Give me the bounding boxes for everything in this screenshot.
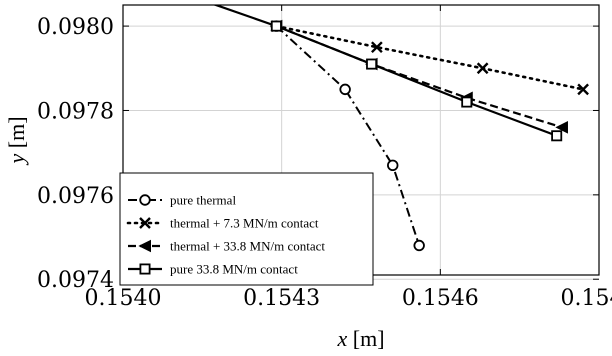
circle-marker bbox=[387, 159, 399, 172]
legend-label: thermal + 7.3 MN/m contact bbox=[170, 216, 319, 231]
legend-label: pure thermal bbox=[170, 193, 236, 208]
square-marker bbox=[461, 96, 473, 108]
cross-marker bbox=[476, 62, 489, 75]
circle-marker bbox=[339, 83, 351, 96]
x-tick-label: 0.1549 bbox=[561, 286, 612, 311]
series-line-2 bbox=[275, 24, 585, 91]
x-axis-label: x [m] bbox=[336, 326, 384, 351]
legend: pure thermal thermal + 7.3 MN/m contact th… bbox=[119, 172, 374, 286]
series-group bbox=[212, 5, 589, 252]
square-marker bbox=[366, 58, 378, 70]
y-axis-label: y [m] bbox=[4, 116, 29, 165]
legend-label: pure 33.8 MN/m contact bbox=[170, 262, 298, 277]
legend-label: thermal + 33.8 MN/m contact bbox=[170, 239, 325, 254]
x-tick-label: 0.1543 bbox=[243, 286, 320, 311]
y-tick-label: 0.0978 bbox=[37, 99, 114, 124]
triangle-marker bbox=[555, 121, 568, 134]
cross-marker bbox=[371, 41, 383, 54]
square-marker bbox=[270, 20, 282, 32]
legend-cross-marker bbox=[139, 217, 151, 229]
circle-marker bbox=[413, 239, 425, 252]
legend-box bbox=[119, 172, 374, 286]
series-line-1 bbox=[275, 25, 421, 246]
cross-marker bbox=[577, 83, 589, 96]
square-marker bbox=[551, 130, 563, 142]
y-tick-label: 0.0976 bbox=[37, 184, 114, 209]
legend-triangle-marker bbox=[138, 239, 151, 253]
legend-circle-marker bbox=[139, 194, 151, 206]
tick-labels: 0.1540 0.1543 0.1546 0.1549 0.0974 0.0976 0.09… bbox=[37, 15, 612, 311]
x-tick-label: 0.1540 bbox=[85, 286, 162, 311]
x-tick-label: 0.1546 bbox=[402, 286, 479, 311]
y-tick-label: 0.0980 bbox=[37, 15, 114, 40]
y-tick-label: 0.0974 bbox=[37, 268, 114, 293]
legend-square-marker bbox=[139, 263, 151, 275]
